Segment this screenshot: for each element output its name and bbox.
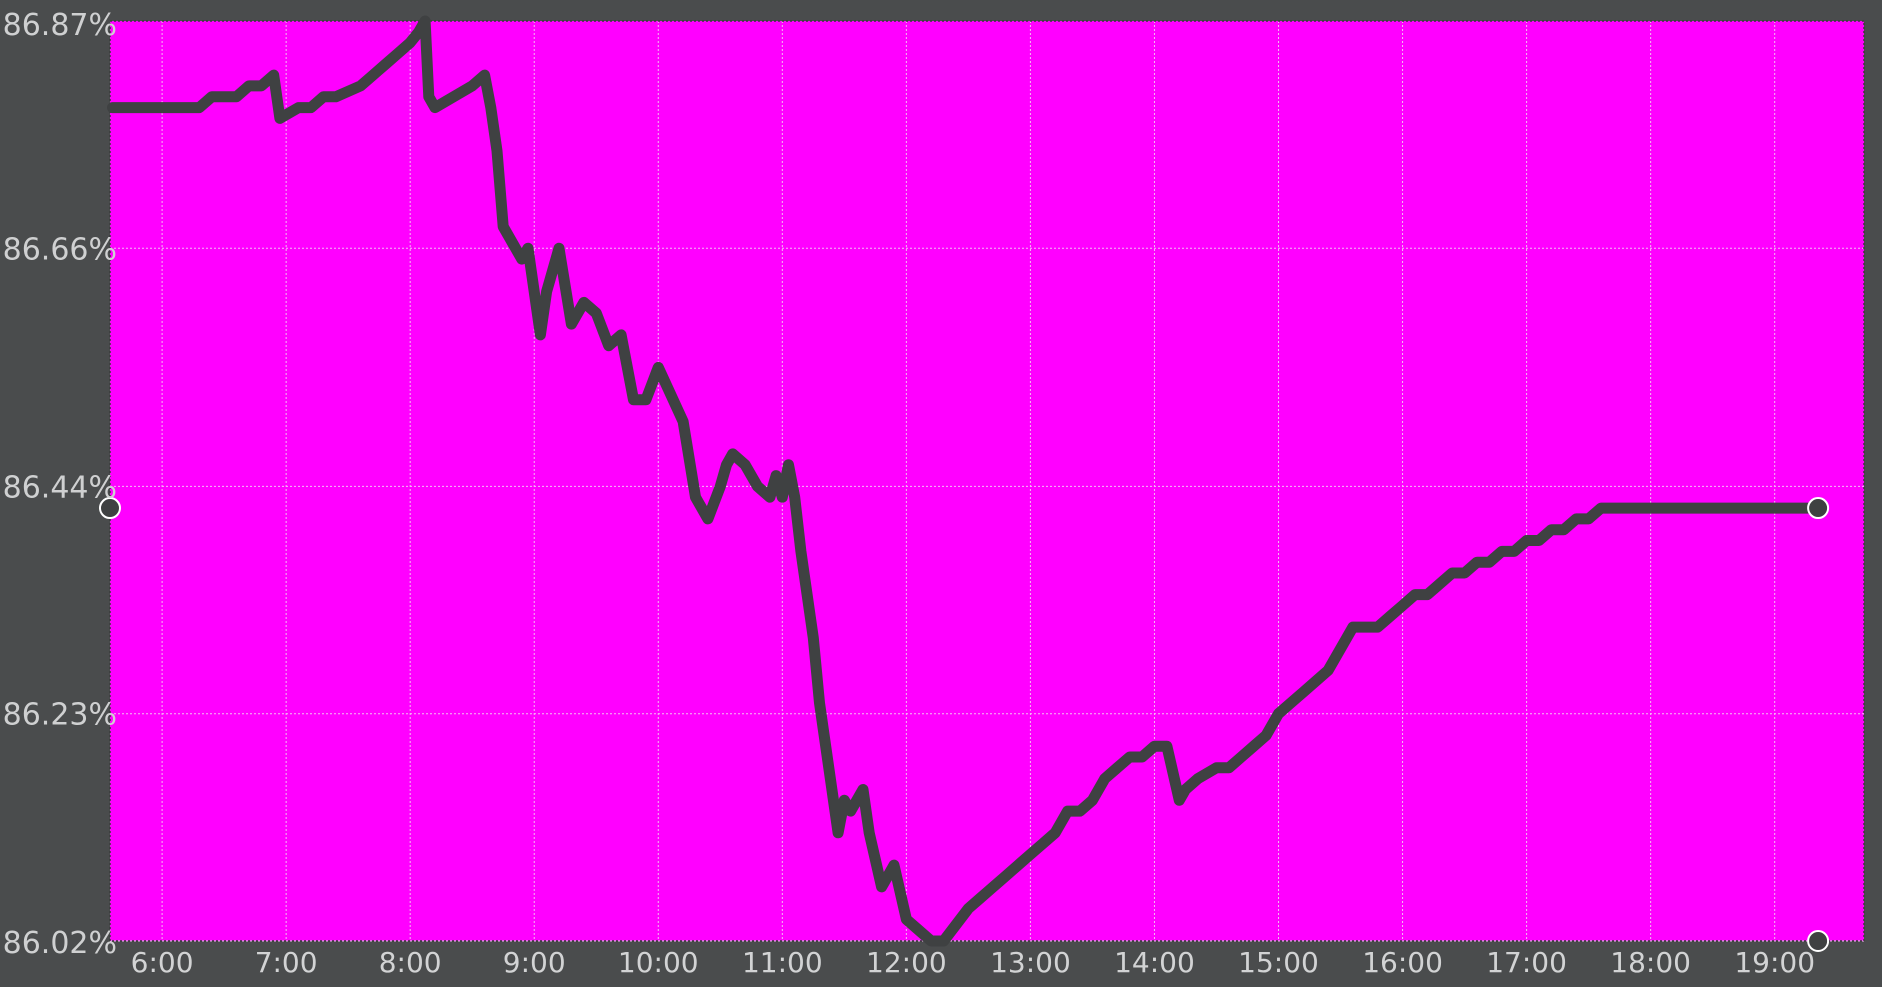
x-tick-label: 18:00	[1610, 946, 1691, 979]
x-tick-label: 16:00	[1362, 946, 1443, 979]
plot-area	[110, 21, 1864, 941]
x-tick-label: 12:00	[866, 946, 947, 979]
x-tick-label: 7:00	[255, 946, 318, 979]
y-tick-label: 86.02%	[3, 926, 117, 961]
x-tick-label: 6:00	[131, 946, 194, 979]
plot-border	[109, 20, 1865, 942]
x-tick-label: 13:00	[990, 946, 1071, 979]
y-axis: 86.02% 86.23% 86.44% 86.66% 86.87%	[3, 8, 117, 961]
x-tick-label: 11:00	[742, 946, 823, 979]
last-value-marker	[1807, 497, 1830, 520]
series-line	[107, 15, 1824, 947]
y-axis-value-marker	[99, 497, 121, 520]
x-tick-label: 15:00	[1238, 946, 1319, 979]
x-tick-label: 17:00	[1486, 946, 1567, 979]
x-axis: 6:00 7:00 8:00 9:00 10:00 11:00 12:00 13:00 14:0…	[131, 946, 1815, 979]
y-tick-label: 86.44%	[3, 470, 117, 505]
x-tick-label: 19:00	[1734, 946, 1815, 979]
plot-frame	[109, 20, 1865, 942]
series-line-path	[107, 15, 1824, 947]
y-tick-label: 86.87%	[3, 8, 117, 43]
x-tick-label: 8:00	[379, 946, 442, 979]
x-axis-time-marker	[1807, 930, 1830, 952]
end-markers	[99, 497, 1830, 952]
y-tick-label: 86.66%	[3, 232, 117, 267]
x-tick-label: 14:00	[1114, 946, 1195, 979]
x-tick-label: 9:00	[503, 946, 566, 979]
y-tick-label: 86.23%	[3, 698, 117, 733]
x-tick-label: 10:00	[618, 946, 699, 979]
